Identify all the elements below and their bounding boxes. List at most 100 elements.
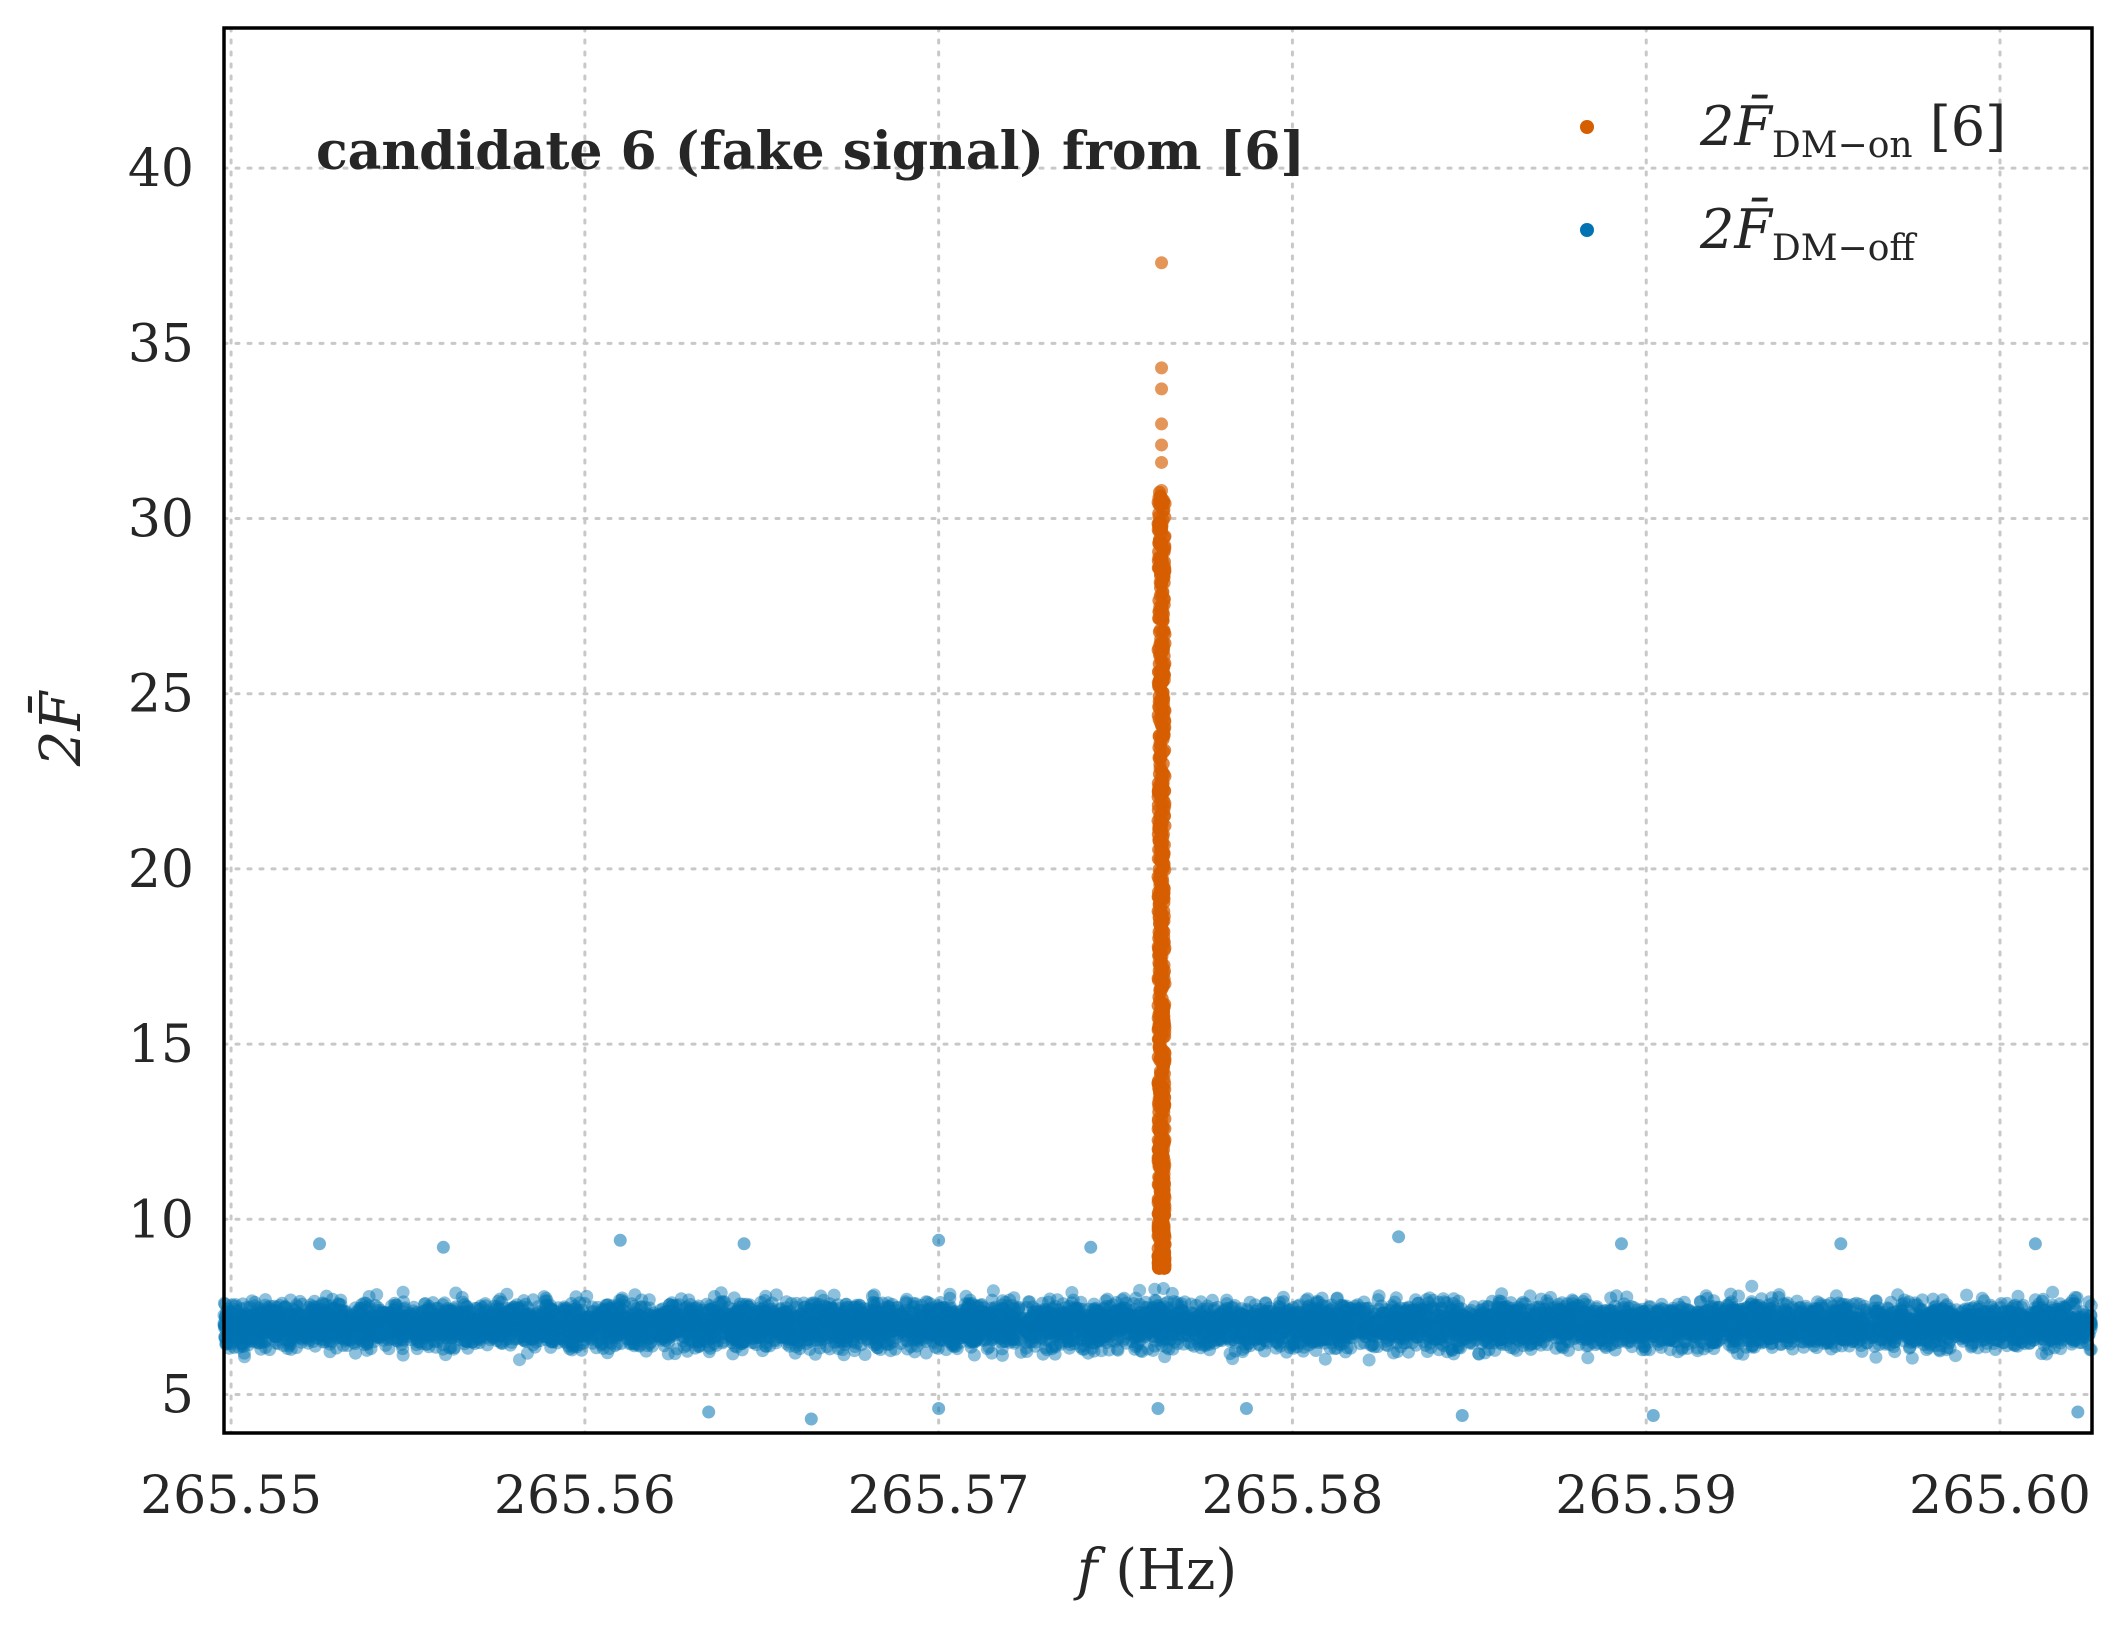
dm-off-point <box>1219 1316 1233 1330</box>
dm-off-point <box>1251 1302 1265 1316</box>
dm-off-point <box>1002 1321 1016 1335</box>
dm-off-point <box>1038 1333 1052 1347</box>
dm-off-point <box>760 1321 774 1335</box>
dm-off-point <box>236 1309 250 1323</box>
dm-off-point <box>1253 1329 1267 1343</box>
dm-off-point <box>518 1311 532 1325</box>
dm-off-point <box>1130 1315 1144 1329</box>
dm-off-point <box>962 1301 976 1315</box>
dm-off-point <box>766 1309 779 1323</box>
dm-off-point <box>1128 1303 1142 1316</box>
dm-off-point <box>1808 1326 1821 1340</box>
dm-off-point <box>1219 1308 1233 1322</box>
dm-off-point <box>1335 1324 1349 1338</box>
dm-off-point <box>1955 1306 1969 1320</box>
dm-off-point <box>1735 1334 1749 1348</box>
dm-off-point <box>1112 1319 1126 1333</box>
dm-off-point <box>1896 1310 1909 1323</box>
dm-off-point <box>1877 1328 1891 1341</box>
dm-off-point <box>612 1313 626 1327</box>
dm-off-point <box>335 1327 348 1341</box>
dm-off-point <box>1194 1341 1208 1355</box>
dm-off-point <box>1172 1321 1186 1334</box>
dm-off-point <box>1577 1327 1591 1341</box>
dm-off-point <box>926 1335 939 1348</box>
dm-off-point <box>2015 1315 2029 1329</box>
dm-off-point <box>1826 1305 1840 1319</box>
dm-off-point <box>461 1319 475 1333</box>
dm-off-point <box>1669 1326 1683 1340</box>
dm-off-point <box>888 1307 902 1321</box>
dm-off-point <box>578 1318 592 1332</box>
dm-off-point <box>1076 1313 1090 1327</box>
dm-off-point <box>2006 1299 2020 1313</box>
dm-off-point <box>1358 1319 1372 1332</box>
dm-off-point <box>1607 1305 1621 1318</box>
dm-off-point <box>1529 1327 1542 1341</box>
dm-off-point <box>449 1317 463 1331</box>
dm-off-point <box>1208 1336 1221 1350</box>
dm-off-point <box>1931 1303 1945 1317</box>
dm-off-point <box>671 1307 685 1321</box>
dm-off-point <box>526 1330 540 1344</box>
dm-off-point <box>976 1306 990 1320</box>
dm-off-point <box>670 1318 684 1332</box>
dm-off-point <box>1389 1305 1403 1319</box>
dm-off-point <box>1481 1300 1495 1313</box>
dm-off-point <box>1811 1295 1824 1309</box>
dm-off-point <box>790 1296 804 1310</box>
dm-off-point <box>1580 1330 1594 1344</box>
dm-off-point <box>227 1326 241 1339</box>
dm-off-point <box>1602 1332 1616 1345</box>
dm-off-point <box>461 1316 475 1330</box>
dm-off-point <box>225 1298 239 1312</box>
dm-off-point <box>540 1309 554 1323</box>
dm-off-point <box>459 1320 472 1334</box>
dm-off-point <box>538 1309 552 1323</box>
dm-off-point <box>1680 1337 1694 1351</box>
dm-off-point <box>1575 1326 1589 1340</box>
dm-off-point <box>1891 1321 1905 1335</box>
dm-off-point <box>649 1312 663 1326</box>
dm-off-point <box>232 1318 246 1331</box>
dm-off-point <box>414 1306 428 1320</box>
dm-off-point <box>1915 1293 1929 1307</box>
dm-off-point <box>1943 1323 1957 1337</box>
dm-off-point <box>526 1313 540 1326</box>
dm-off-point <box>1300 1317 1314 1330</box>
dm-off-point <box>1947 1307 1961 1321</box>
dm-off-point <box>1830 1307 1844 1321</box>
dm-off-point <box>832 1329 846 1343</box>
dm-off-point <box>1477 1308 1491 1322</box>
dm-off-point <box>1182 1309 1196 1323</box>
dm-off-point <box>1172 1316 1186 1330</box>
dm-off-point <box>1081 1308 1095 1322</box>
dm-off-point <box>1153 1314 1167 1328</box>
dm-off-point <box>1291 1312 1305 1326</box>
dm-off-point <box>1499 1312 1513 1326</box>
dm-off-point <box>1990 1327 2003 1341</box>
dm-off-point <box>1686 1319 1700 1333</box>
dm-off-point <box>1055 1313 1069 1327</box>
dm-off-point <box>1362 1353 1376 1367</box>
dm-off-point <box>949 1312 963 1326</box>
dm-off-point <box>907 1306 921 1320</box>
dm-off-point <box>471 1328 485 1342</box>
dm-off-point <box>1302 1309 1316 1323</box>
dm-off-point <box>1506 1309 1520 1323</box>
dm-off-point <box>1212 1319 1226 1333</box>
dm-off-point <box>922 1328 936 1342</box>
dm-off-point <box>2067 1297 2081 1311</box>
dm-off-point <box>728 1307 742 1321</box>
dm-off-point <box>998 1326 1012 1340</box>
dm-off-point <box>1675 1341 1689 1355</box>
dm-off-point <box>1158 1317 1172 1331</box>
dm-off-point <box>1058 1307 1072 1321</box>
dm-off-point <box>1956 1319 1970 1333</box>
dm-off-point <box>295 1320 309 1334</box>
dm-off-point <box>752 1320 766 1334</box>
dm-off-point <box>751 1331 765 1345</box>
dm-off-point <box>973 1316 987 1330</box>
dm-off-point <box>398 1301 412 1315</box>
dm-off-point <box>1578 1292 1592 1306</box>
